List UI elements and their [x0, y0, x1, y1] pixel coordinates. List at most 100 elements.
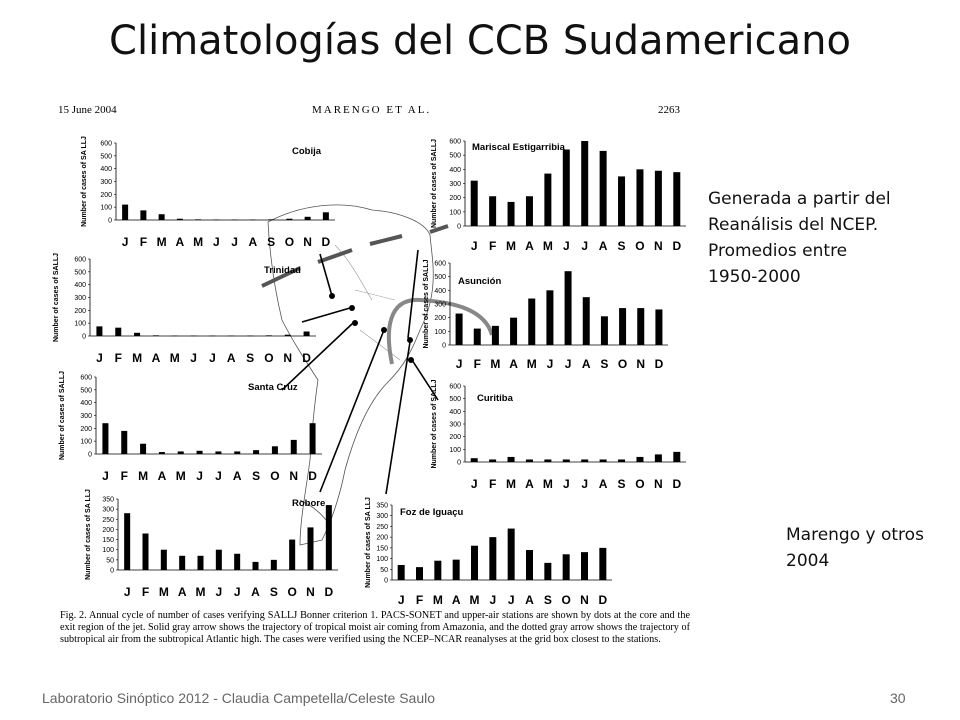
month-label: D: [598, 593, 607, 607]
bar-robore-7: [234, 553, 241, 570]
bar-mariscal-estigarribia-11: [654, 170, 662, 226]
month-label: F: [115, 351, 122, 365]
chart-title: Foz de Iguaçu: [400, 507, 464, 518]
bar-curitiba-7: [581, 459, 589, 462]
month-label: M: [193, 235, 203, 249]
y-axis-label: Number of cases of SALLJ: [423, 259, 430, 348]
month-label: F: [416, 593, 423, 607]
station-pointer-line: [301, 307, 351, 323]
bar-asuncion-11: [637, 308, 645, 345]
bar-robore-8: [252, 561, 259, 570]
bar-foz-de-iguacu-12: [599, 547, 607, 580]
bar-santa-cruz-9: [253, 450, 260, 454]
month-label: O: [618, 357, 627, 371]
month-label: O: [264, 351, 273, 365]
month-label: O: [561, 593, 570, 607]
chart-title: Trinidad: [264, 265, 301, 276]
bar-asuncion-12: [655, 309, 663, 345]
y-tick-label: 100: [376, 556, 388, 563]
y-tick-label: 100: [74, 321, 86, 328]
y-tick-label: 300: [449, 422, 461, 429]
bar-cobija-6: [213, 219, 220, 221]
bar-curitiba-3: [507, 456, 515, 462]
bar-santa-cruz-8: [234, 451, 241, 454]
month-label: D: [324, 585, 333, 599]
bar-cobija-8: [249, 219, 256, 221]
month-label: A: [525, 239, 534, 253]
bar-robore-3: [160, 549, 167, 570]
month-label: D: [302, 351, 311, 365]
month-label: N: [289, 469, 298, 483]
month-label: M: [157, 235, 167, 249]
chart-santa-cruz: 0 100 200 300 400 500 600 Number of cases of SA…: [59, 371, 322, 483]
month-label: J: [489, 593, 496, 607]
month-label: N: [654, 477, 663, 491]
y-tick-label: 200: [449, 195, 461, 202]
bar-mariscal-estigarribia-12: [673, 172, 681, 226]
y-tick-label: 400: [449, 409, 461, 416]
month-label: F: [474, 357, 481, 371]
y-axis-label: Number of cases of SA LLJ: [81, 136, 88, 227]
month-label: A: [599, 239, 608, 253]
bar-foz-de-iguacu-11: [581, 552, 588, 580]
bar-mariscal-estigarribia-4: [525, 196, 533, 226]
y-tick-label: 600: [80, 375, 92, 382]
month-label: J: [234, 585, 241, 599]
source-credit: Marengo y otros 2004: [786, 522, 924, 574]
bar-cobija-3: [158, 214, 165, 220]
month-label: A: [233, 469, 242, 483]
month-label: A: [158, 469, 167, 483]
y-tick-label: 0: [110, 568, 114, 575]
bar-robore-4: [179, 555, 186, 570]
bar-trinidad-6: [190, 335, 197, 337]
month-label: F: [489, 239, 496, 253]
bar-mariscal-estigarribia-1: [470, 180, 478, 226]
y-tick-label: 300: [434, 302, 446, 309]
month-label: M: [176, 469, 186, 483]
y-tick-label: 500: [80, 387, 92, 394]
month-label: J: [213, 235, 220, 249]
bar-asuncion-8: [582, 297, 590, 345]
tropical-trajectory-arrow: [386, 297, 494, 365]
bar-robore-5: [197, 555, 204, 570]
note-line: Generada a partir del: [708, 189, 891, 209]
bar-robore-9: [270, 559, 277, 570]
month-label: J: [122, 235, 129, 249]
y-tick-label: 600: [449, 384, 461, 391]
month-label: J: [398, 593, 405, 607]
station-pointer-line: [411, 359, 439, 401]
month-label: J: [124, 585, 131, 599]
y-tick-label: 500: [434, 274, 446, 281]
month-label: F: [140, 235, 147, 249]
bar-mariscal-estigarribia-3: [507, 201, 515, 226]
bar-foz-de-iguacu-4: [452, 559, 460, 580]
y-tick-label: 500: [449, 396, 461, 403]
month-label: M: [170, 351, 180, 365]
bar-mariscal-estigarribia-8: [599, 150, 607, 226]
bar-curitiba-10: [636, 456, 644, 462]
month-label: F: [121, 469, 128, 483]
y-tick-label: 200: [376, 535, 388, 542]
bar-foz-de-iguacu-2: [416, 567, 423, 580]
chart-asuncion: 0 100 200 300 400 500 600 Number of cases of SA…: [423, 259, 668, 371]
chart-title: Asunción: [458, 276, 501, 287]
bar-asuncion-4: [510, 317, 518, 345]
chart-title: Robore: [292, 498, 325, 509]
bar-foz-de-iguacu-7: [507, 528, 515, 580]
month-label: J: [102, 469, 109, 483]
bar-asuncion-2: [473, 328, 481, 345]
month-label: J: [456, 357, 463, 371]
y-tick-label: 100: [449, 447, 461, 454]
page-number: 30: [890, 690, 906, 706]
month-label: S: [270, 585, 278, 599]
y-tick-label: 300: [80, 413, 92, 420]
credit-line: 2004: [786, 551, 830, 571]
month-label: M: [470, 593, 480, 607]
chart-title: Santa Cruz: [248, 382, 298, 393]
bar-santa-cruz-6: [196, 450, 203, 454]
month-label: J: [565, 357, 572, 371]
month-label: O: [285, 235, 294, 249]
bar-santa-cruz-10: [271, 446, 278, 454]
month-label: O: [287, 585, 296, 599]
bar-santa-cruz-2: [121, 430, 128, 454]
